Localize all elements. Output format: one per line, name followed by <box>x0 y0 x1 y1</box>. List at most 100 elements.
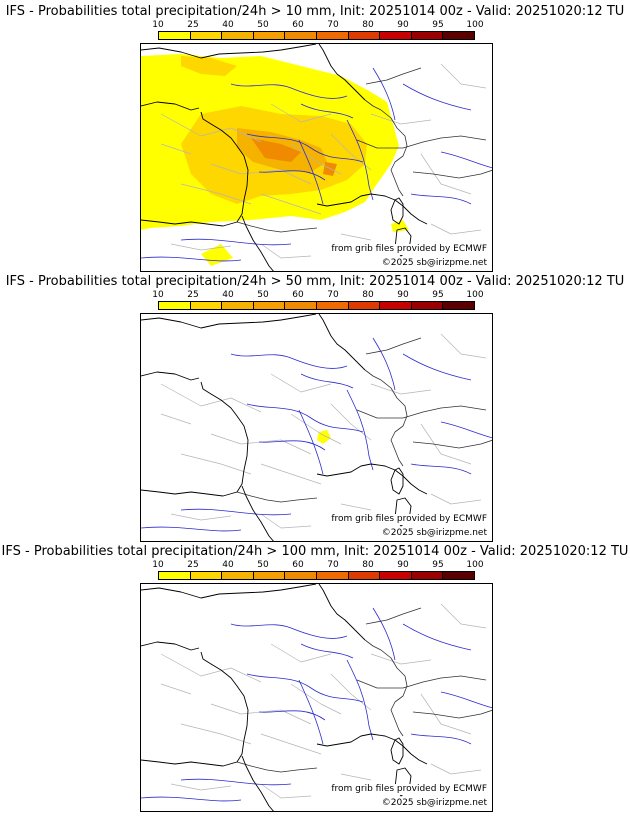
corsica-outline <box>390 197 404 225</box>
map-canvas <box>141 44 492 271</box>
colorbar-segment <box>380 32 412 39</box>
corsica-outline <box>390 737 404 765</box>
colorbar-tick-label: 40 <box>222 20 234 30</box>
colorbar-tick-label: 80 <box>362 560 374 570</box>
copyright-credit: ©2025 sb@irizpme.net <box>381 258 487 269</box>
rivers <box>141 67 492 262</box>
colorbar-segment <box>190 572 223 579</box>
colorbar-tick-label: 80 <box>362 290 374 300</box>
colorbar-tick-label: 95 <box>432 20 444 30</box>
colorbar-segment <box>348 32 381 39</box>
map-canvas <box>141 314 492 541</box>
colorbar-segment <box>285 302 317 309</box>
colorbar-tick-label: 25 <box>187 560 199 570</box>
colorbar-segment <box>159 572 191 579</box>
colorbar-tick-label: 70 <box>327 20 339 30</box>
colorbar-segment <box>222 572 254 579</box>
precipitation-map: from grib files provided by ECMWF ©2025 … <box>140 43 493 272</box>
colorbar-tick-label: 60 <box>292 290 304 300</box>
precipitation-map: from grib files provided by ECMWF ©2025 … <box>140 583 493 812</box>
colorbar-segment <box>380 302 412 309</box>
probability-area-60-70 <box>251 138 301 162</box>
colorbar-tick-label: 60 <box>292 20 304 30</box>
colorbar-tick-label: 90 <box>397 560 409 570</box>
colorbar-tick-label: 80 <box>362 20 374 30</box>
panel-title: IFS - Probabilities total precipitation/… <box>5 4 625 19</box>
admin-boundaries <box>160 333 487 529</box>
colorbar-segment <box>159 32 191 39</box>
panel-title: IFS - Probabilities total precipitation/… <box>1 544 629 559</box>
colorbar-segment <box>316 32 349 39</box>
colorbar-segment <box>411 302 444 309</box>
colorbar-tick-label: 70 <box>327 560 339 570</box>
rivers <box>141 337 492 532</box>
copyright-credit: ©2025 sb@irizpme.net <box>381 798 487 809</box>
probability-area-10-25 <box>317 430 331 444</box>
colorbar-segment <box>443 32 474 39</box>
colorbar-segment <box>285 572 317 579</box>
colorbar-tick-label: 95 <box>432 290 444 300</box>
colorbar-segment <box>443 302 474 309</box>
colorbar-ticks: 10 25 40 50 60 70 80 90 95 100 <box>140 20 490 31</box>
colorbar <box>158 31 475 40</box>
colorbar-tick-label: 25 <box>187 20 199 30</box>
country-borders <box>236 337 492 503</box>
coastline <box>141 584 428 811</box>
probability-area-25-40 <box>181 56 237 76</box>
forecast-panel-100mm: IFS - Probabilities total precipitation/… <box>0 544 630 816</box>
colorbar-tick-label: 50 <box>257 20 269 30</box>
colorbar-tick-label: 95 <box>432 560 444 570</box>
colorbar-segment <box>190 32 223 39</box>
forecast-panel-50mm: IFS - Probabilities total precipitation/… <box>0 274 630 546</box>
colorbar-segment <box>443 572 474 579</box>
colorbar-segment <box>285 32 317 39</box>
colorbar-segment <box>222 302 254 309</box>
colorbar-tick-label: 100 <box>466 290 484 300</box>
colorbar-segment <box>253 572 286 579</box>
colorbar-tick-label: 100 <box>466 560 484 570</box>
colorbar-tick-label: 50 <box>257 560 269 570</box>
colorbar-segment <box>411 32 444 39</box>
colorbar-segment <box>316 302 349 309</box>
panel-title: IFS - Probabilities total precipitation/… <box>5 274 625 289</box>
source-credit: from grib files provided by ECMWF <box>331 784 487 795</box>
colorbar-segment <box>159 302 191 309</box>
country-borders <box>236 607 492 773</box>
colorbar-tick-label: 10 <box>152 20 164 30</box>
colorbar-tick-label: 60 <box>292 560 304 570</box>
precipitation-map: from grib files provided by ECMWF ©2025 … <box>140 313 493 542</box>
probability-area-60-70 <box>323 162 337 176</box>
colorbar-segment <box>190 302 223 309</box>
source-credit: from grib files provided by ECMWF <box>331 514 487 525</box>
colorbar-segment <box>253 32 286 39</box>
colorbar-ticks: 10 25 40 50 60 70 80 90 95 100 <box>140 560 490 571</box>
colorbar <box>158 301 475 310</box>
country-borders <box>236 67 492 233</box>
colorbar-tick-label: 25 <box>187 290 199 300</box>
colorbar-tick-label: 70 <box>327 290 339 300</box>
colorbar-segment <box>253 302 286 309</box>
colorbar-segment <box>380 572 412 579</box>
colorbar-segment <box>348 302 381 309</box>
colorbar-tick-label: 100 <box>466 20 484 30</box>
forecast-panel-10mm: IFS - Probabilities total precipitation/… <box>0 4 630 276</box>
rivers <box>141 607 492 802</box>
colorbar-tick-label: 50 <box>257 290 269 300</box>
colorbar-ticks: 10 25 40 50 60 70 80 90 95 100 <box>140 290 490 301</box>
colorbar <box>158 571 475 580</box>
colorbar-segment <box>348 572 381 579</box>
colorbar-tick-label: 40 <box>222 290 234 300</box>
admin-boundaries <box>160 603 487 799</box>
colorbar-tick-label: 10 <box>152 290 164 300</box>
colorbar-tick-label: 40 <box>222 560 234 570</box>
colorbar-segment <box>222 32 254 39</box>
colorbar-tick-label: 90 <box>397 20 409 30</box>
source-credit: from grib files provided by ECMWF <box>331 244 487 255</box>
probability-area-10-25 <box>201 220 409 266</box>
coastline <box>141 314 428 541</box>
copyright-credit: ©2025 sb@irizpme.net <box>381 528 487 539</box>
corsica-outline <box>390 467 404 495</box>
admin-boundaries <box>160 63 487 259</box>
colorbar-tick-label: 10 <box>152 560 164 570</box>
colorbar-segment <box>411 572 444 579</box>
